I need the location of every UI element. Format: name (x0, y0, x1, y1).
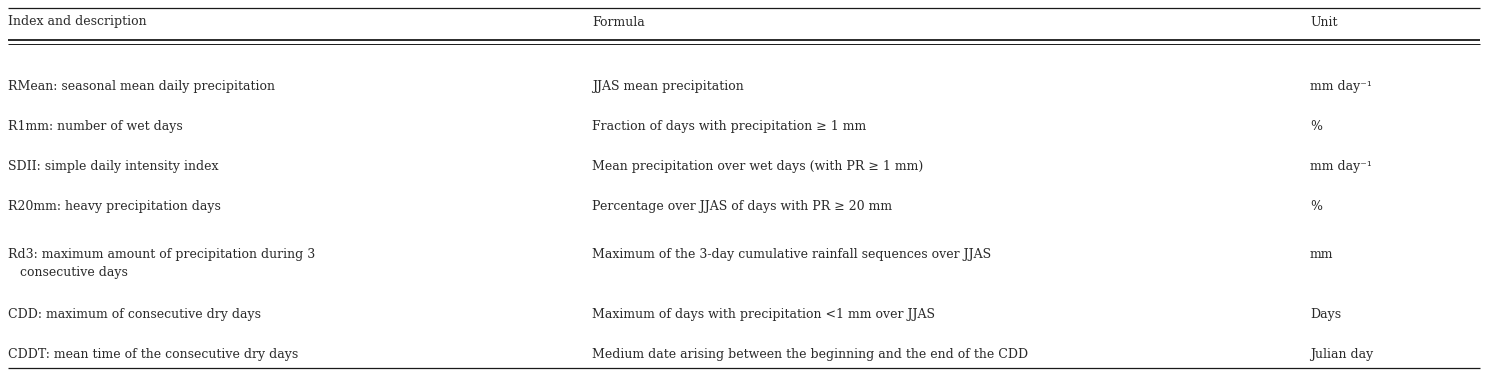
Text: R20mm: heavy precipitation days: R20mm: heavy precipitation days (7, 200, 220, 213)
Text: mm day⁻¹: mm day⁻¹ (1309, 160, 1372, 173)
Text: CDDT: mean time of the consecutive dry days: CDDT: mean time of the consecutive dry d… (7, 348, 298, 361)
Text: CDD: maximum of consecutive dry days: CDD: maximum of consecutive dry days (7, 308, 260, 321)
Text: Unit: Unit (1309, 15, 1338, 29)
Text: Index and description: Index and description (7, 15, 147, 29)
Text: SDII: simple daily intensity index: SDII: simple daily intensity index (7, 160, 219, 173)
Text: JJAS mean precipitation: JJAS mean precipitation (592, 80, 744, 93)
Text: RMean: seasonal mean daily precipitation: RMean: seasonal mean daily precipitation (7, 80, 275, 93)
Text: Formula: Formula (592, 15, 644, 29)
Text: mm day⁻¹: mm day⁻¹ (1309, 80, 1372, 93)
Text: Julian day: Julian day (1309, 348, 1373, 361)
Text: Maximum of the 3-day cumulative rainfall sequences over JJAS: Maximum of the 3-day cumulative rainfall… (592, 248, 991, 261)
Text: R1mm: number of wet days: R1mm: number of wet days (7, 120, 183, 133)
Text: %: % (1309, 120, 1321, 133)
Text: Fraction of days with precipitation ≥ 1 mm: Fraction of days with precipitation ≥ 1 … (592, 120, 866, 133)
Text: Maximum of days with precipitation <1 mm over JJAS: Maximum of days with precipitation <1 mm… (592, 308, 934, 321)
Text: Mean precipitation over wet days (with PR ≥ 1 mm): Mean precipitation over wet days (with P… (592, 160, 923, 173)
Text: mm: mm (1309, 248, 1333, 261)
Text: Rd3: maximum amount of precipitation during 3
   consecutive days: Rd3: maximum amount of precipitation dur… (7, 248, 315, 279)
Text: Percentage over JJAS of days with PR ≥ 20 mm: Percentage over JJAS of days with PR ≥ 2… (592, 200, 893, 213)
Text: %: % (1309, 200, 1321, 213)
Text: Medium date arising between the beginning and the end of the CDD: Medium date arising between the beginnin… (592, 348, 1028, 361)
Text: Days: Days (1309, 308, 1341, 321)
